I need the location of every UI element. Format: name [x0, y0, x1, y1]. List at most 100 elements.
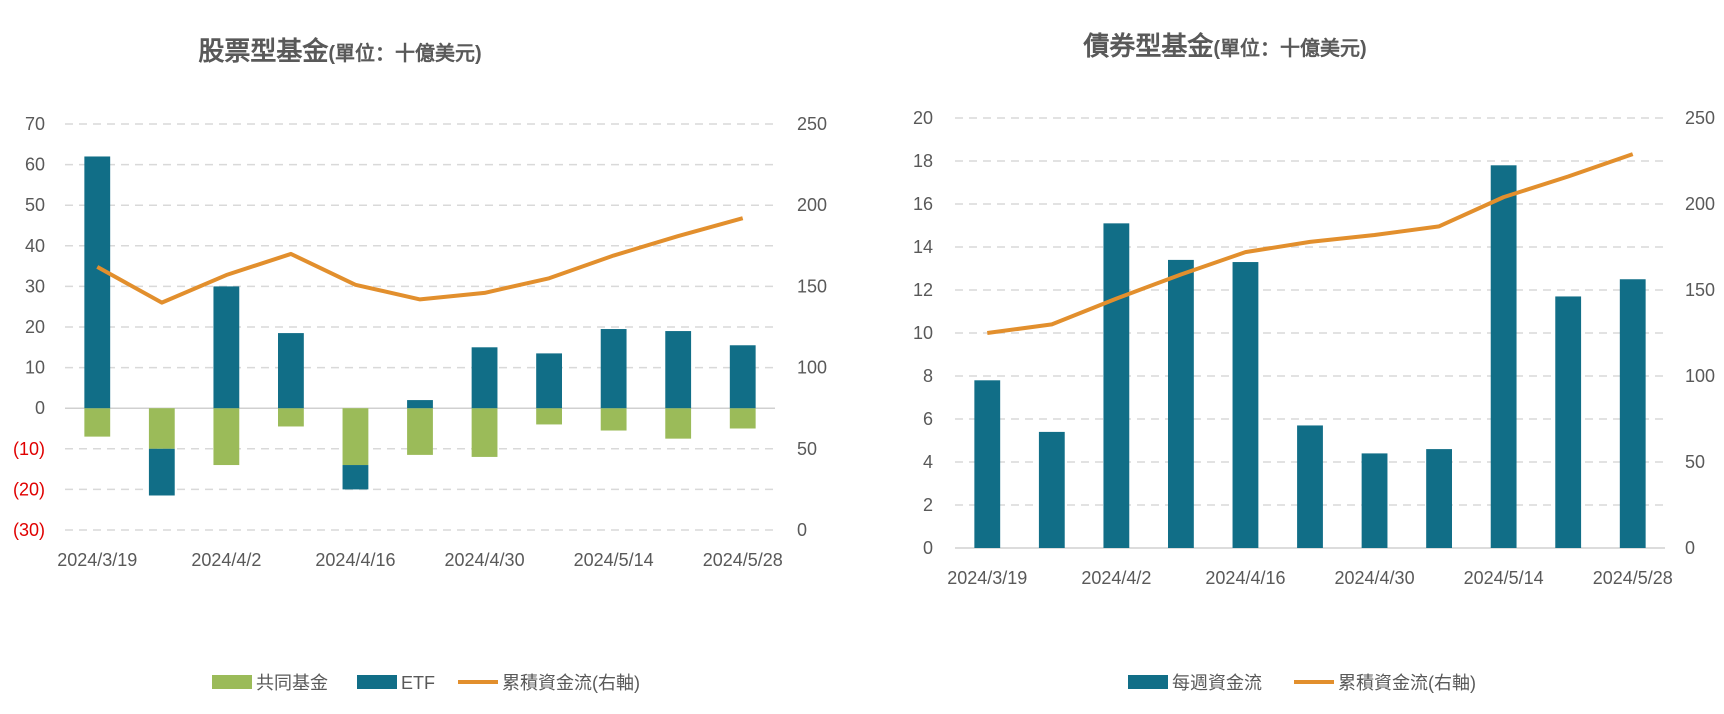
c2-bar-weekly: [1232, 262, 1259, 548]
c1-x-tick: 2024/3/19: [57, 550, 137, 570]
c2-y-right-tick: 200: [1685, 194, 1715, 214]
c1-bar-etf: [148, 448, 175, 496]
c2-y-left-tick: 0: [923, 538, 933, 558]
c1-y-left-tick: 0: [35, 398, 45, 418]
c2-bar-weekly: [1038, 431, 1065, 548]
c2-y-left-tick: 6: [923, 409, 933, 429]
c1-bar-etf: [342, 465, 369, 490]
c1-bar-mutual: [84, 408, 111, 437]
c2-cumulative-line: [987, 152, 1634, 335]
c2-y-right-tick: 150: [1685, 280, 1715, 300]
c1-bar-etf: [213, 286, 240, 409]
c2-y-right-tick: 50: [1685, 452, 1705, 472]
c1-y-left-tick: 10: [25, 358, 45, 378]
c2-x-tick: 2024/4/2: [1081, 568, 1151, 588]
c2-bar-weekly: [1361, 453, 1388, 548]
c1-bar-etf: [278, 333, 304, 409]
c1-bar-mutual: [213, 408, 240, 466]
c2-y-right-tick: 250: [1685, 108, 1715, 128]
c2-bar-weekly: [1555, 296, 1582, 548]
c1-y-left-tick: (20): [13, 479, 45, 499]
c2-y-left-tick: 8: [923, 366, 933, 386]
c2-bar-weekly: [974, 380, 1001, 548]
c2-bar-weekly: [1103, 223, 1130, 548]
c1-y-left-tick: 40: [25, 236, 45, 256]
c1-x-tick: 2024/4/2: [191, 550, 261, 570]
c2-x-tick: 2024/4/16: [1205, 568, 1285, 588]
c1-x-tick: 2024/4/16: [315, 550, 395, 570]
chart1-title-group: 股票型基金(單位：十億美元): [198, 36, 481, 66]
legend-swatch-mutual: [212, 675, 252, 689]
c1-y-left-tick: 30: [25, 276, 45, 296]
c1-y-left-tick: 60: [25, 155, 45, 175]
c2-y-left-tick: 14: [913, 237, 933, 257]
legend-label-weekly: 每週資金流: [1172, 673, 1262, 693]
c1-bar-etf: [665, 331, 692, 409]
c1-y-left-tick: 20: [25, 317, 45, 337]
chart2-legend: 每週資金流 累積資金流(右軸): [1128, 673, 1476, 693]
equity-fund-chart: (30) (20) (10) 0 10 20 30 40 50 60 70 0 50 100 150 200 2…: [13, 114, 827, 570]
c1-bar-mutual: [278, 408, 304, 427]
c2-bar-weekly: [1619, 279, 1646, 548]
c2-bar-weekly: [1490, 165, 1517, 549]
chart1-legend: 共同基金 ETF 累積資金流(右軸): [212, 673, 640, 693]
c1-cumulative-line: [96, 216, 744, 305]
chart2-title: 債券型基金: [1082, 31, 1214, 61]
c1-bar-etf: [600, 329, 627, 409]
c1-x-tick: 2024/5/14: [574, 550, 654, 570]
c1-y-right-tick: 250: [797, 114, 827, 134]
c1-y-left-tick: 50: [25, 195, 45, 215]
c1-y-right-tick: 200: [797, 195, 827, 215]
chart2-title-group: 債券型基金(單位：十億美元): [1082, 31, 1366, 61]
c2-x-tick: 2024/3/19: [947, 568, 1027, 588]
c1-bar-etf: [407, 400, 433, 409]
c1-bar-mutual: [536, 408, 562, 425]
c2-bar-weekly: [1297, 425, 1323, 548]
bond-fund-chart: 024681012141618200501001502002502024/3/1…: [913, 108, 1715, 588]
c1-bar-mutual: [471, 408, 498, 457]
c1-bar-mutual: [665, 408, 692, 439]
c1-bar-etf: [471, 347, 498, 409]
chart2-subtitle: (單位：十億美元): [1213, 36, 1366, 60]
c2-y-left-tick: 20: [913, 108, 933, 128]
chart1-title: 股票型基金: [198, 36, 329, 66]
legend-swatch-weekly: [1128, 675, 1168, 689]
c1-bar-mutual: [729, 408, 756, 429]
c2-y-left-tick: 2: [923, 495, 933, 515]
c1-y-right-tick: 100: [797, 358, 827, 378]
legend-label-cumulative: 累積資金流(右軸): [502, 673, 640, 693]
c1-bar-etf: [729, 345, 756, 409]
c1-bar-etf: [84, 156, 111, 409]
c1-y-right-tick: 0: [797, 520, 807, 540]
c1-bar-mutual: [407, 408, 433, 455]
c2-y-left-tick: 10: [913, 323, 933, 343]
chart1-subtitle: (單位：十億美元): [328, 41, 481, 65]
c2-y-left-tick: 12: [913, 280, 933, 300]
legend-swatch-etf: [357, 675, 397, 689]
c1-bar-mutual: [148, 408, 175, 449]
c2-y-right-tick: 100: [1685, 366, 1715, 386]
c1-y-right-tick: 150: [797, 276, 827, 296]
c1-y-left-tick: (30): [13, 520, 45, 540]
c2-y-right-tick: 0: [1685, 538, 1695, 558]
c2-bar-weekly: [1168, 259, 1194, 548]
c2-x-tick: 2024/4/30: [1335, 568, 1415, 588]
c2-y-left-tick: 18: [913, 151, 933, 171]
c1-y-right-tick: 50: [797, 439, 817, 459]
c1-bar-mutual: [342, 408, 369, 466]
c1-bar-etf: [536, 353, 562, 409]
c2-bar-weekly: [1426, 449, 1452, 548]
c1-x-tick: 2024/4/30: [445, 550, 525, 570]
legend-label-mutual: 共同基金: [256, 673, 328, 693]
c1-y-left-tick: 70: [25, 114, 45, 134]
legend-label-cumulative-2: 累積資金流(右軸): [1338, 673, 1476, 693]
c2-y-left-tick: 4: [923, 452, 933, 472]
c2-y-left-tick: 16: [913, 194, 933, 214]
c1-bar-mutual: [600, 408, 627, 431]
legend-label-etf: ETF: [401, 673, 435, 693]
c1-x-tick: 2024/5/28: [703, 550, 783, 570]
c2-x-tick: 2024/5/14: [1464, 568, 1544, 588]
c1-y-left-tick: (10): [13, 439, 45, 459]
